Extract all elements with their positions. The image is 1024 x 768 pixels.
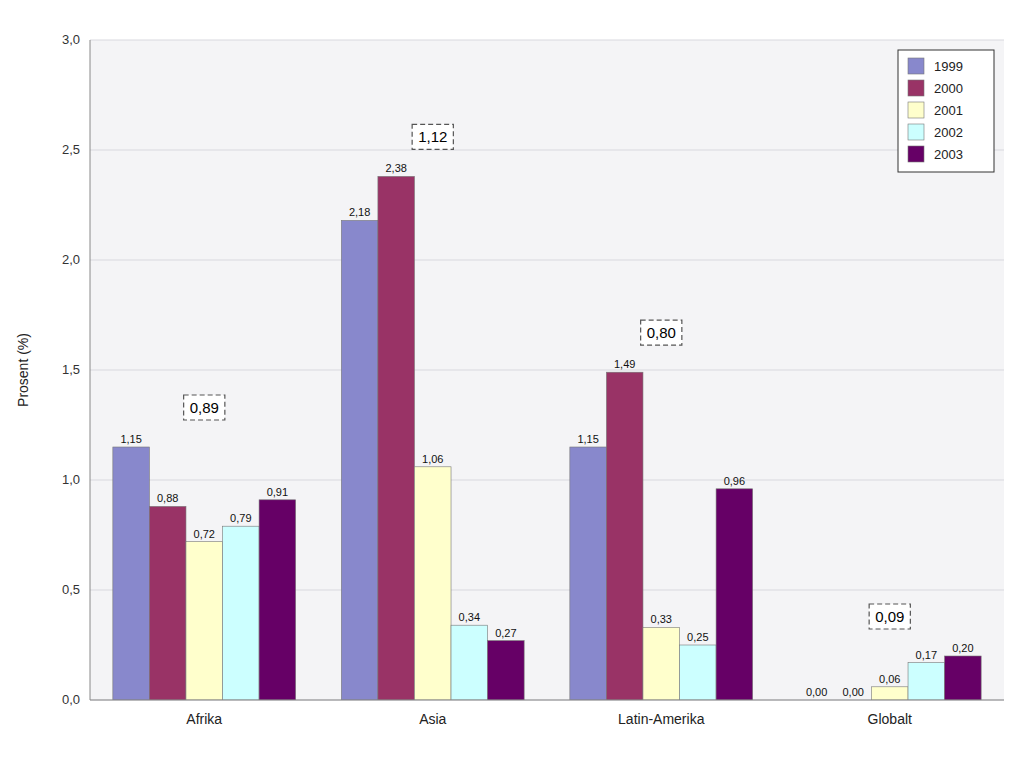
legend-swatch	[908, 58, 924, 74]
bar	[341, 220, 378, 700]
annotation: 0,89	[184, 395, 225, 420]
bar	[606, 372, 643, 700]
data-label: 0,96	[724, 475, 745, 487]
bars	[113, 176, 981, 700]
annotation-box	[869, 604, 910, 629]
legend-swatch	[908, 146, 924, 162]
legend-label: 2002	[934, 125, 963, 140]
bar	[488, 641, 525, 700]
grid-line	[90, 150, 1004, 151]
data-label: 0,91	[267, 486, 288, 498]
bar	[223, 526, 260, 700]
data-label: 0,00	[842, 686, 863, 698]
legend-swatch	[908, 102, 924, 118]
y-tick-label: 2,0	[62, 252, 80, 267]
bar	[570, 447, 607, 700]
grid-line	[90, 480, 1004, 481]
annotation-box	[184, 395, 225, 420]
grid-line	[90, 260, 1004, 261]
annotation-text: 0,09	[875, 608, 904, 625]
bar	[378, 176, 415, 700]
bar	[186, 542, 223, 700]
annotation: 0,09	[869, 604, 910, 629]
data-label: 1,06	[422, 453, 443, 465]
y-tick-label: 1,5	[62, 362, 80, 377]
data-label: 0,25	[687, 631, 708, 643]
y-axis	[90, 40, 91, 700]
legend-label: 2003	[934, 147, 963, 162]
x-axis	[90, 700, 1004, 701]
bar	[680, 645, 717, 700]
chart: 0,0 0,5 1,0 1,5 2,0 2,5 3,0 1,15 2,18 1,15 0,00 0,8…	[0, 0, 1024, 768]
annotation-text: 0,80	[647, 324, 676, 341]
grid-line	[90, 40, 1004, 41]
data-label: 2,38	[385, 162, 406, 174]
legend: 1999 2000 2001 2002 2003	[898, 50, 994, 172]
bar	[451, 625, 488, 700]
y-tick-label: 2,5	[62, 142, 80, 157]
y-tick-label: 3,0	[62, 32, 80, 47]
data-label: 0,33	[651, 613, 672, 625]
data-label: 0,72	[194, 528, 215, 540]
x-tick-label: Afrika	[186, 711, 222, 727]
data-labels: 1,15 2,18 1,15 0,00 0,88 2,38 1,49 0,00 0,72 1,06…	[120, 162, 973, 698]
bar	[908, 663, 945, 700]
bar	[945, 656, 982, 700]
bar	[414, 467, 451, 700]
bar	[149, 506, 186, 700]
grid	[90, 40, 1004, 700]
data-label: 1,15	[577, 433, 598, 445]
y-tick-label: 0,5	[62, 582, 80, 597]
annotation-text: 0,89	[190, 399, 219, 416]
bar	[643, 627, 680, 700]
y-axis-label: Prosent (%)	[15, 333, 31, 407]
annotation-box	[641, 320, 682, 345]
data-label: 0,20	[952, 642, 973, 654]
x-tick-label: Globalt	[868, 711, 912, 727]
annotation-text: 1,12	[418, 128, 447, 145]
grid-line	[90, 370, 1004, 371]
data-label: 0,79	[230, 512, 251, 524]
legend-label: 2000	[934, 81, 963, 96]
legend-label: 1999	[934, 59, 963, 74]
data-label: 1,15	[120, 433, 141, 445]
data-label: 0,88	[157, 492, 178, 504]
data-label: 2,18	[349, 206, 370, 218]
legend-frame	[898, 50, 994, 172]
annotation: 0,80	[641, 320, 682, 345]
bar	[259, 500, 296, 700]
annotations: 0,89 1,12 0,80 0,09	[184, 124, 911, 629]
legend-swatch	[908, 80, 924, 96]
data-label: 0,27	[495, 627, 516, 639]
bar	[716, 489, 753, 700]
x-tick-label: Latin-Amerika	[618, 711, 705, 727]
bar	[113, 447, 150, 700]
bar	[871, 687, 908, 700]
data-label: 1,49	[614, 358, 635, 370]
y-tick-label: 1,0	[62, 472, 80, 487]
annotation: 1,12	[412, 124, 453, 149]
plot-area	[90, 40, 1004, 700]
data-label: 0,34	[459, 611, 480, 623]
x-tick-label: Asia	[419, 711, 446, 727]
y-tick-label: 0,0	[62, 692, 80, 707]
grid-line	[90, 700, 1004, 701]
data-label: 0,00	[806, 686, 827, 698]
data-label: 0,06	[879, 673, 900, 685]
legend-swatch	[908, 124, 924, 140]
annotation-box	[412, 124, 453, 149]
data-label: 0,17	[916, 649, 937, 661]
legend-label: 2001	[934, 103, 963, 118]
